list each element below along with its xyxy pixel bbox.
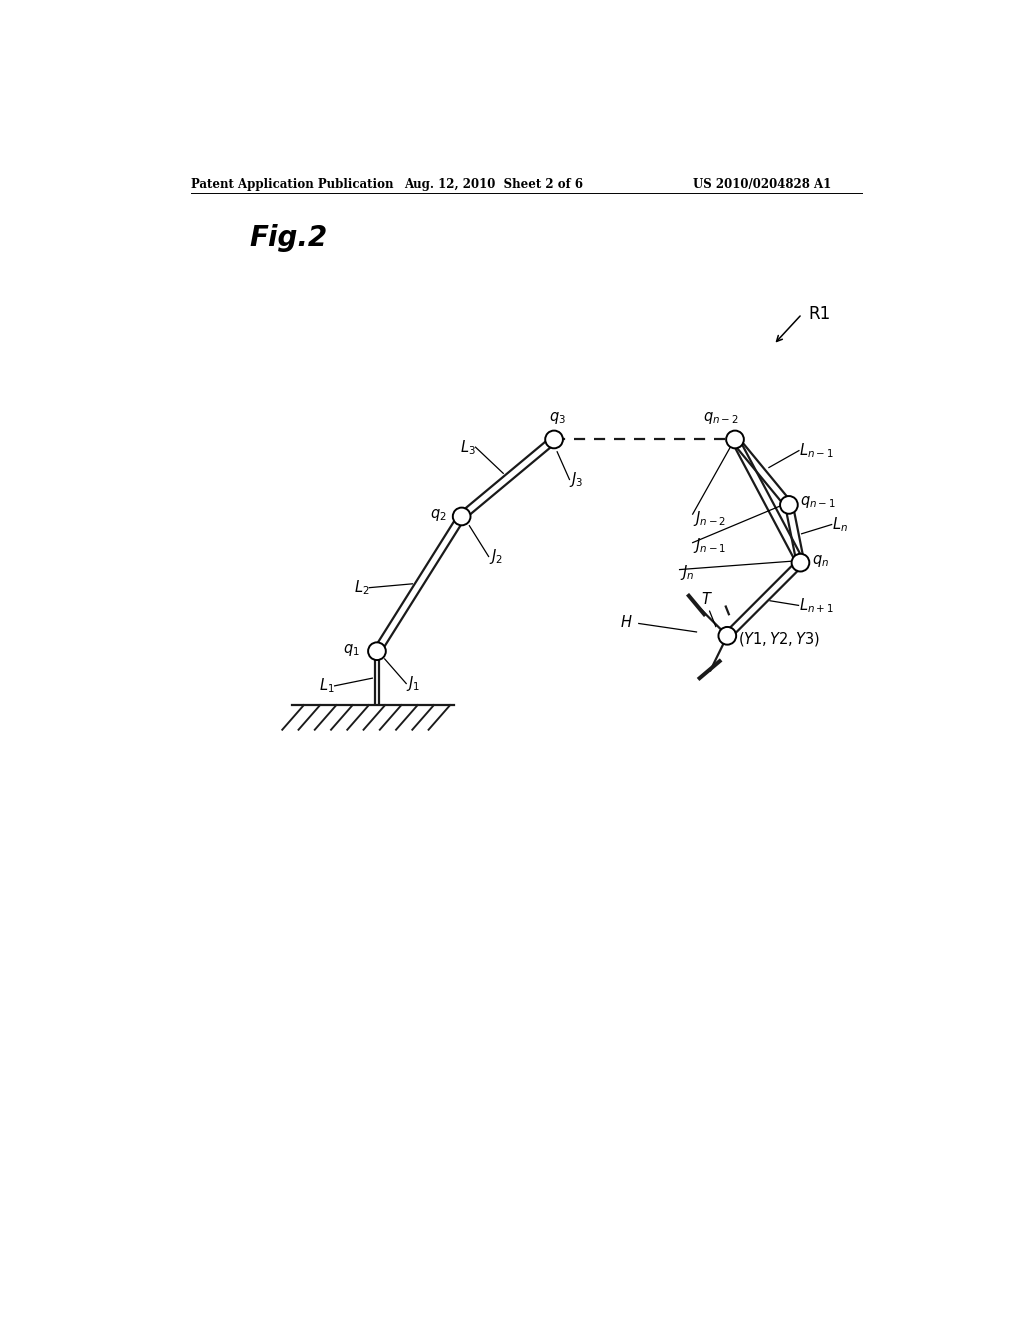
Text: $q_1$: $q_1$ [343, 643, 360, 659]
Circle shape [780, 496, 798, 513]
Text: $T$: $T$ [700, 590, 713, 607]
Text: US 2010/0204828 A1: US 2010/0204828 A1 [692, 178, 830, 190]
Text: $J_1$: $J_1$ [407, 675, 421, 693]
Text: $q_n$: $q_n$ [812, 553, 829, 569]
Circle shape [453, 508, 470, 525]
Text: $q_{n-2}$: $q_{n-2}$ [703, 411, 739, 426]
Text: $L_{n-1}$: $L_{n-1}$ [799, 441, 834, 459]
Text: Patent Application Publication: Patent Application Publication [190, 178, 393, 190]
Text: $L_2$: $L_2$ [353, 578, 370, 597]
Text: $L_{n+1}$: $L_{n+1}$ [799, 597, 834, 615]
Text: $q_{n-1}$: $q_{n-1}$ [801, 494, 837, 510]
Text: $L_3$: $L_3$ [460, 438, 475, 457]
Text: $(Y1,Y2,Y3)$: $(Y1,Y2,Y3)$ [738, 630, 820, 648]
Text: $q_2$: $q_2$ [430, 507, 447, 523]
Text: $J_3$: $J_3$ [569, 470, 584, 488]
Circle shape [545, 430, 563, 449]
Circle shape [719, 627, 736, 644]
Text: $J_n$: $J_n$ [680, 564, 694, 582]
Text: $H$: $H$ [620, 614, 633, 630]
Circle shape [726, 430, 743, 449]
Text: $q_3$: $q_3$ [550, 411, 566, 426]
Text: $J_2$: $J_2$ [488, 546, 503, 566]
Text: Aug. 12, 2010  Sheet 2 of 6: Aug. 12, 2010 Sheet 2 of 6 [403, 178, 583, 190]
Text: Fig.2: Fig.2 [250, 224, 328, 252]
Text: $L_1$: $L_1$ [318, 677, 335, 696]
Circle shape [368, 643, 386, 660]
Circle shape [792, 554, 809, 572]
Text: $J_{n-1}$: $J_{n-1}$ [692, 536, 726, 556]
Text: R1: R1 [808, 305, 830, 322]
Text: $L_n$: $L_n$ [831, 515, 848, 533]
Text: $J_{n-2}$: $J_{n-2}$ [692, 510, 726, 528]
